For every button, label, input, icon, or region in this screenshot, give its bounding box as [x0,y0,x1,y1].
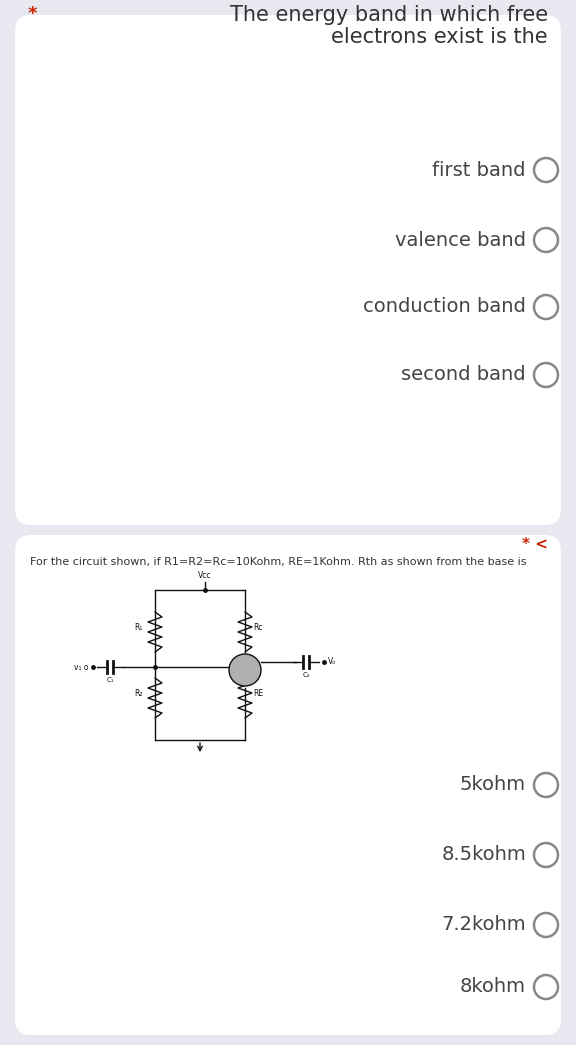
Text: R₁: R₁ [135,624,143,632]
Text: R₂: R₂ [135,690,143,698]
Circle shape [534,913,558,937]
Text: electrons exist is the: electrons exist is the [331,27,548,47]
Text: C₁: C₁ [106,677,113,683]
Text: 8kohm: 8kohm [460,977,526,997]
Text: *: * [28,5,37,23]
Circle shape [534,975,558,999]
Circle shape [534,295,558,319]
Text: For the circuit shown, if R1=R2=Rc=10Kohm, RE=1Kohm. Rth as shown from the base : For the circuit shown, if R1=R2=Rc=10Koh… [30,557,526,567]
Text: Rc: Rc [253,624,263,632]
FancyBboxPatch shape [15,535,561,1035]
Text: The energy band in which free: The energy band in which free [230,5,548,25]
Text: 8.5kohm: 8.5kohm [441,845,526,864]
Text: valence band: valence band [395,231,526,250]
Circle shape [534,158,558,182]
Circle shape [229,654,261,686]
Text: second band: second band [401,366,526,385]
FancyBboxPatch shape [15,15,561,525]
Circle shape [534,773,558,797]
Text: first band: first band [433,161,526,180]
Text: 7.2kohm: 7.2kohm [441,915,526,934]
Text: RE: RE [253,690,263,698]
Text: 5kohm: 5kohm [460,775,526,794]
Circle shape [534,843,558,867]
Text: * <: * < [522,537,548,552]
Text: conduction band: conduction band [363,298,526,317]
Text: v₁ o: v₁ o [74,663,89,672]
Text: Vₒ: Vₒ [328,657,336,667]
Circle shape [534,363,558,387]
Text: Vcc: Vcc [198,571,211,580]
Text: C₂: C₂ [302,672,310,678]
Circle shape [534,228,558,252]
